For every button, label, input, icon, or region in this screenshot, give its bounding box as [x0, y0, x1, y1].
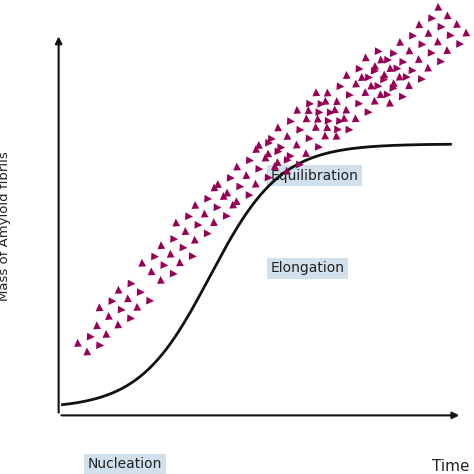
Text: Nucleation: Nucleation	[88, 457, 162, 471]
Text: Equilibration: Equilibration	[271, 169, 358, 183]
Text: Mass of Amyloid fibrils: Mass of Amyloid fibrils	[0, 151, 11, 301]
Text: Time: Time	[432, 459, 470, 474]
Text: Elongation: Elongation	[271, 261, 345, 275]
